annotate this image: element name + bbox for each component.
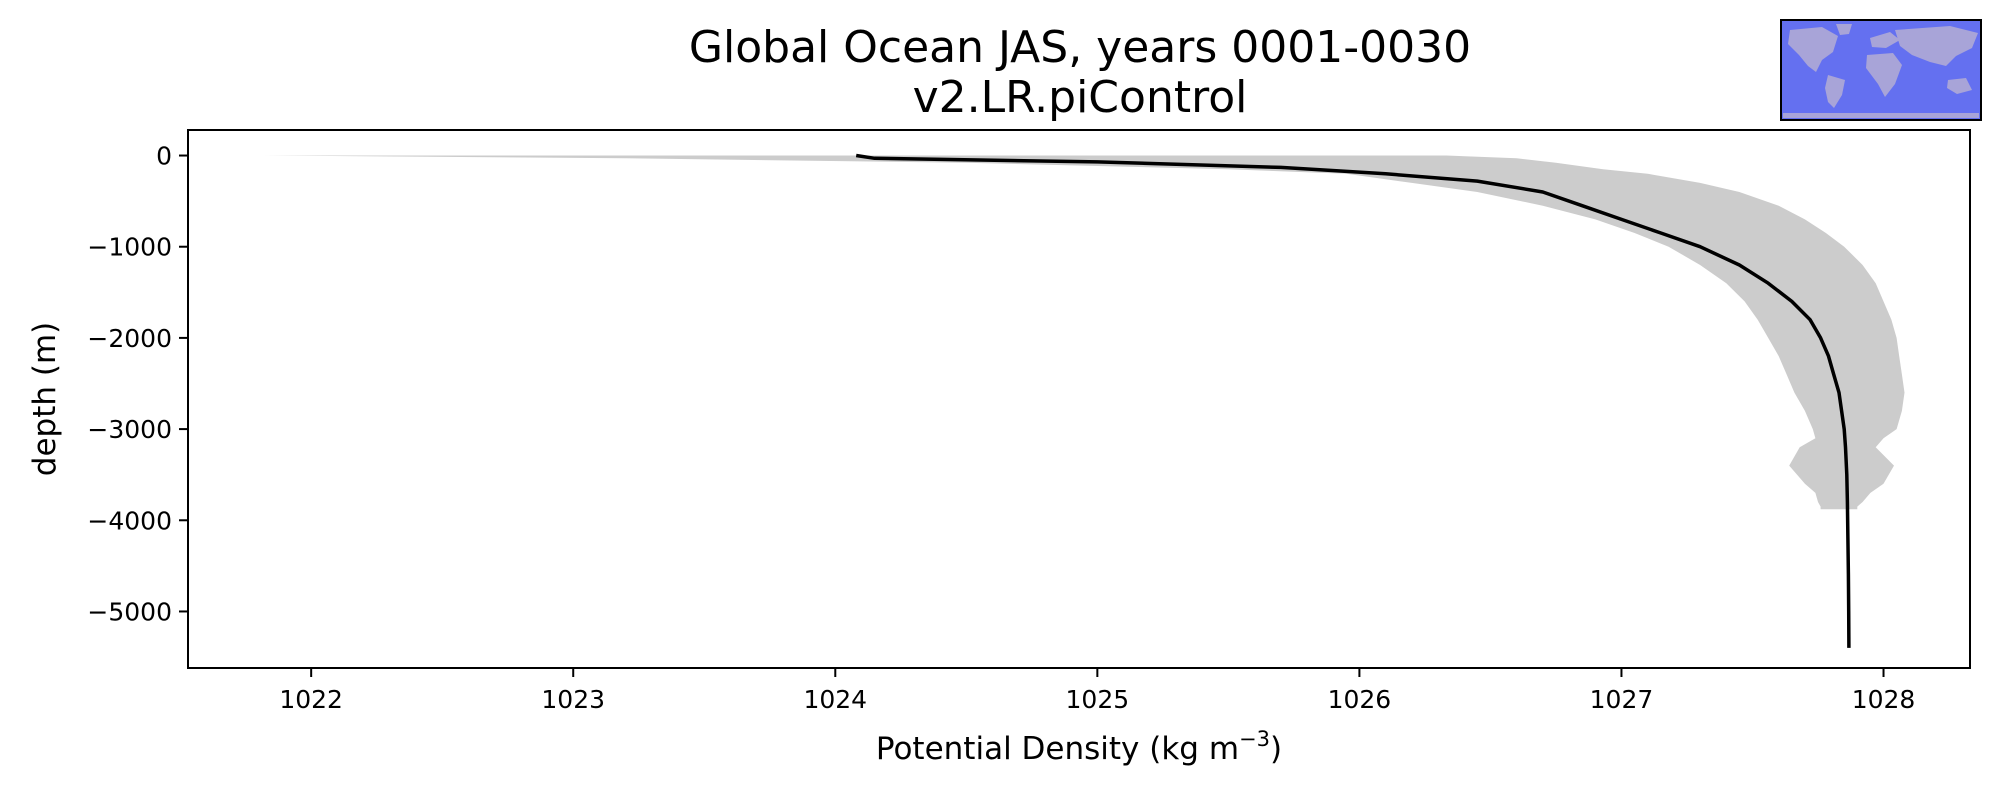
map-greenland [1836,24,1852,35]
map-australia [1947,78,1972,94]
y-tick-label: −3000 [87,415,172,444]
region-map-inset [1780,19,1982,121]
x-tick-label: 1024 [803,685,867,714]
mean-profile-line [855,153,1851,648]
chart-title: Global Ocean JAS, years 0001-0030 [689,22,1471,73]
x-tick-label: 1025 [1066,685,1130,714]
x-tick-label: 1026 [1328,685,1392,714]
y-tick-label: 0 [156,142,172,171]
y-tick-label: −5000 [87,597,172,626]
y-tick-label: −4000 [87,506,172,535]
y-tick-label: −2000 [87,324,172,353]
spread-band [264,155,1905,510]
x-tick-label: 1022 [279,685,343,714]
x-axis-ticks: 1022 1023 1024 1025 1026 1027 1028 [279,668,1915,714]
map-land [1783,24,1979,118]
map-europe [1870,32,1900,48]
x-tick-label: 1027 [1590,685,1654,714]
x-axis-label: Potential Density (kg m−3) [876,727,1282,767]
map-asia [1895,26,1978,66]
map-antarctica [1783,113,1979,118]
plot-frame [187,129,1971,669]
map-south-america [1825,75,1845,108]
y-axis-label: depth (m) [27,322,63,476]
x-tick-label: 1023 [541,685,605,714]
x-tick-label: 1028 [1852,685,1916,714]
map-north-america [1788,27,1838,72]
plot-area [264,153,1905,648]
map-africa [1866,53,1902,97]
chart-subtitle: v2.LR.piControl [913,72,1248,123]
y-axis-ticks: 0 −1000 −2000 −3000 −4000 −5000 [87,142,188,626]
y-tick-label: −1000 [87,233,172,262]
